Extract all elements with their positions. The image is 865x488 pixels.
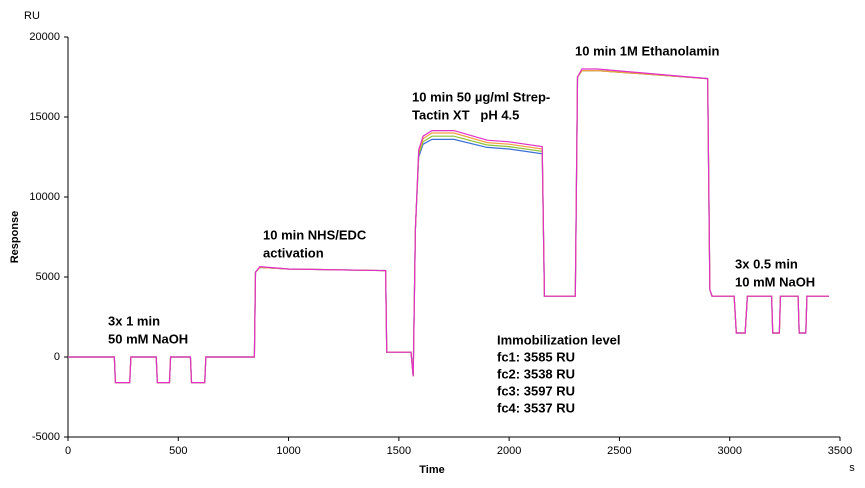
sensorgram-line [68, 68, 829, 384]
x-tick-label: 0 [65, 445, 71, 457]
x-tick-label: 500 [169, 445, 187, 457]
x-axis-label: Time [419, 464, 444, 476]
y-axis-label: Response [9, 211, 21, 264]
immobilization-text: fc4: 3537 RU [497, 400, 575, 415]
x-tick-label: 1500 [387, 445, 411, 457]
annotation: 10 min NHS/EDC [263, 227, 367, 242]
annotation: 3x 0.5 min [735, 256, 798, 271]
x-tick-label: 2500 [607, 445, 631, 457]
immobilization-text: fc3: 3597 RU [497, 383, 575, 398]
x-tick-label: 3500 [828, 445, 852, 457]
y-tick-label: -5000 [32, 431, 60, 443]
annotation: 50 mM NaOH [108, 331, 188, 346]
y-tick-label: 15000 [29, 111, 60, 123]
y-tick-label: 10000 [29, 191, 60, 203]
y-tick-label: 20000 [29, 31, 60, 43]
annotation: 10 mM NaOH [735, 274, 815, 289]
annotation: Tactin XT pH 4.5 [412, 107, 519, 122]
immobilization-text: fc1: 3585 RU [497, 349, 575, 364]
x-tick-label: 1000 [276, 445, 300, 457]
annotation: 3x 1 min [108, 313, 160, 328]
y-tick-label: 5000 [36, 271, 60, 283]
y-tick-label: 0 [54, 351, 60, 363]
annotation: 10 min 50 µg/ml Strep- [412, 89, 550, 104]
annotation: 10 min 1M Ethanolamin [575, 43, 720, 58]
x-tick-label: 2000 [497, 445, 521, 457]
immobilization-text: Immobilization level [497, 332, 621, 347]
y-unit: RU [24, 10, 40, 22]
x-unit: s [849, 462, 855, 474]
annotation: activation [263, 245, 324, 260]
immobilization-text: fc2: 3538 RU [497, 366, 575, 381]
x-tick-label: 3000 [717, 445, 741, 457]
